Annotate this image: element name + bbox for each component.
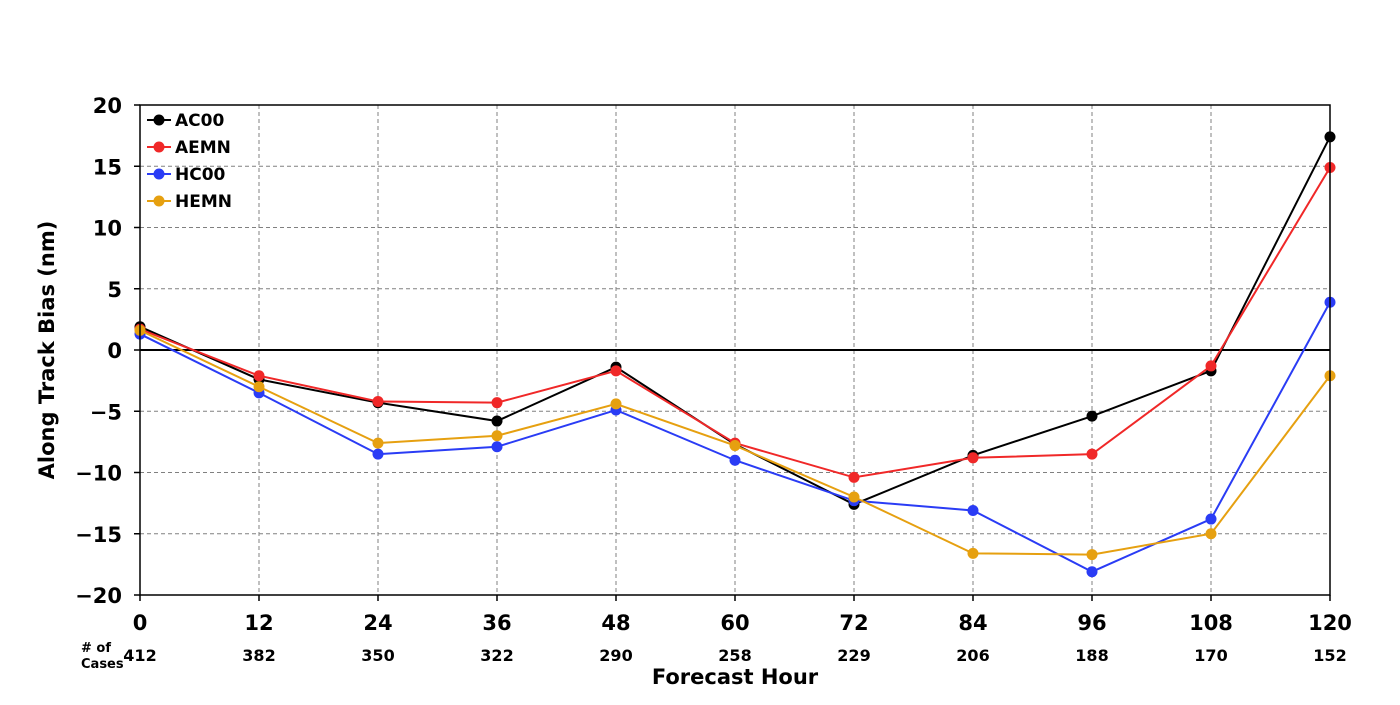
case-count-label: 350 [361, 646, 394, 665]
data-point-aemn [491, 397, 503, 409]
data-point-aemn [1205, 360, 1217, 372]
x-tick-label: 72 [839, 611, 868, 635]
data-point-aemn [253, 370, 265, 382]
y-axis-title: Along Track Bias (nm) [35, 221, 59, 480]
legend-label: AEMN [175, 138, 231, 158]
legend-label: AC00 [175, 111, 224, 131]
data-point-hemn [967, 547, 979, 559]
legend-marker [153, 195, 165, 207]
data-point-hc00 [1086, 566, 1098, 578]
case-count-label: 188 [1075, 646, 1108, 665]
data-point-hemn [372, 437, 384, 449]
case-count-label: 229 [837, 646, 870, 665]
x-tick-label: 24 [363, 611, 392, 635]
y-tick-label: 5 [107, 278, 122, 302]
x-tick-label: 96 [1077, 611, 1106, 635]
case-count-label: 170 [1194, 646, 1227, 665]
case-count-label: 382 [242, 646, 275, 665]
x-tick-label: 0 [133, 611, 148, 635]
data-point-aemn [848, 471, 860, 483]
data-point-aemn [372, 395, 384, 407]
data-point-hemn [729, 440, 741, 452]
axis-ticks [134, 104, 1331, 601]
data-point-aemn [967, 452, 979, 464]
series-layer [134, 131, 1336, 578]
axis-labels: 0 12 24 36 48 60 72 84 96 108 120 20 15 10 5 0 −5 −10 −15 −… [75, 94, 1352, 635]
data-point-aemn [610, 365, 622, 377]
data-point-ac00 [1086, 410, 1098, 422]
case-count-label: 322 [480, 646, 513, 665]
x-axis-title: Forecast Hour [652, 665, 819, 689]
x-tick-label: 36 [482, 611, 511, 635]
x-tick-label: 120 [1308, 611, 1352, 635]
data-point-hemn [610, 398, 622, 410]
data-point-hc00 [372, 448, 384, 460]
case-count-label: 206 [956, 646, 989, 665]
x-tick-label: 48 [601, 611, 630, 635]
case-count-label: 258 [718, 646, 751, 665]
x-tick-label: 12 [244, 611, 273, 635]
y-tick-label: −5 [90, 400, 122, 424]
data-point-hc00 [967, 504, 979, 516]
case-count-label: 290 [599, 646, 632, 665]
data-point-hemn [1205, 528, 1217, 540]
y-tick-label: 0 [107, 339, 122, 363]
legend-marker [153, 114, 165, 126]
cases-header-line1: # of [81, 641, 111, 656]
data-point-hc00 [729, 454, 741, 466]
legend-label: HC00 [175, 165, 226, 185]
y-tick-label: 15 [93, 155, 122, 179]
legend-label: HEMN [175, 192, 232, 212]
data-point-hemn [253, 381, 265, 393]
data-point-hemn [491, 430, 503, 442]
y-tick-label: 10 [93, 217, 122, 241]
data-point-hc00 [1205, 513, 1217, 525]
x-tick-label: 84 [958, 611, 987, 635]
data-point-hemn [1086, 549, 1098, 561]
data-point-hemn [848, 491, 860, 503]
y-tick-label: −20 [75, 584, 122, 608]
x-tick-label: 60 [720, 611, 749, 635]
case-count-label: 152 [1313, 646, 1346, 665]
y-tick-label: −10 [75, 462, 122, 486]
case-count-label: 412 [123, 646, 156, 665]
data-point-ac00 [491, 415, 503, 427]
cases-header-line2: Cases [81, 657, 124, 672]
legend: AC00 AEMN HC00 HEMN [147, 111, 232, 212]
y-tick-label: 20 [93, 94, 122, 118]
data-point-hc00 [491, 441, 503, 453]
legend-marker [153, 141, 165, 153]
data-point-aemn [1086, 448, 1098, 460]
x-tick-label: 108 [1189, 611, 1233, 635]
y-tick-label: −15 [75, 523, 122, 547]
legend-marker [153, 168, 165, 180]
cases-row: # of Cases 412 382 350 322 290 258 229 206 188 17… [81, 641, 1347, 672]
